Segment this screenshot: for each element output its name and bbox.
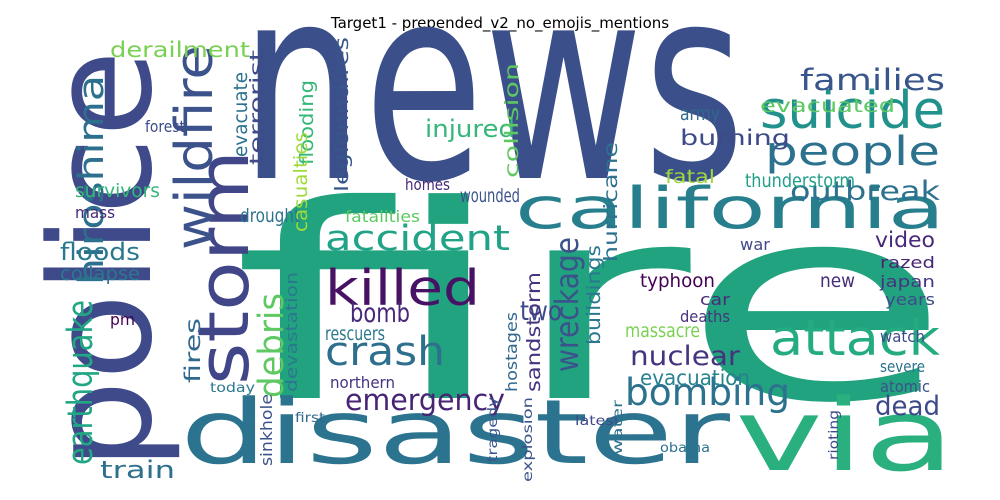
word: via [735,377,955,494]
word: homes [405,175,450,194]
word: forest [145,117,185,136]
word: evacuated [760,95,895,117]
word: explosion [520,397,536,482]
word: buildings [583,245,605,345]
word: rescuers [325,323,385,345]
word: injured [425,114,515,143]
word: casualties [290,132,312,232]
word: train [100,455,175,484]
word: disaster [180,381,731,485]
word: razed [880,253,935,272]
word: japan [879,272,935,291]
word: watch [880,327,925,346]
word: evacuate [230,72,252,157]
word: first [295,410,325,426]
word: two [520,296,562,327]
word: wounded [460,185,520,207]
word: earthquake [60,300,101,465]
word: news [240,0,745,242]
word: nuclear [630,341,741,372]
word: war [740,235,770,254]
word: northern [330,373,395,392]
word: collapse [60,263,140,285]
word: storm [183,150,265,385]
word: derailment [110,38,250,63]
word: california [515,176,945,242]
word: bomb [350,298,410,329]
word: hiroshima [71,75,112,285]
word: obama [660,440,710,456]
word: fatalities [345,207,420,226]
word: tragedy [485,397,501,462]
word: devastation [282,272,301,392]
word: burning [680,126,790,151]
word: sandstorm [523,272,545,392]
word: pm [110,310,135,329]
word: typhoon [640,270,715,292]
word: families [800,63,945,98]
word: drought [240,205,300,227]
word: fire [232,147,952,462]
word: outbreak [790,176,940,207]
word: thunderstorm [745,170,855,192]
word: legionnaires [331,37,353,192]
word: floods [60,237,140,266]
word: wildfire [165,45,225,250]
word: army [680,103,720,125]
word: terrorist [246,50,268,165]
word: sinkhole [257,394,276,466]
word: wreckage [548,237,586,372]
word: bombing [625,370,790,414]
word: severe [880,357,925,376]
word: debris [251,293,292,398]
word: latest [575,413,620,429]
word: crash [325,327,445,375]
word: rioting [826,410,842,460]
word: survivors [75,180,160,202]
word: evacuation [640,366,750,391]
word: massacre [625,320,700,342]
word: killed [325,261,480,317]
word: years [885,290,935,309]
word: video [875,228,935,253]
word: dead [875,391,940,422]
word: car [700,290,730,309]
word: atomic [880,377,930,396]
word: today [210,380,255,396]
word: attack [770,311,940,367]
word: hostages [502,312,521,392]
word: fires [181,318,206,383]
word: fatal [665,166,715,188]
word: suicide [760,81,945,141]
word: water [610,399,626,455]
word: accident [325,218,510,259]
word: deaths [680,307,730,326]
chart-title: Target1 - prepended_v2_no_emojis_mention… [330,14,669,33]
word: people [765,127,940,175]
word: collision [501,63,523,178]
word: police [21,50,184,470]
word: mass [75,203,115,222]
word: new [820,270,855,292]
word: emergency [345,383,505,418]
word: hurricane [600,142,622,262]
word: flooding [296,80,318,165]
